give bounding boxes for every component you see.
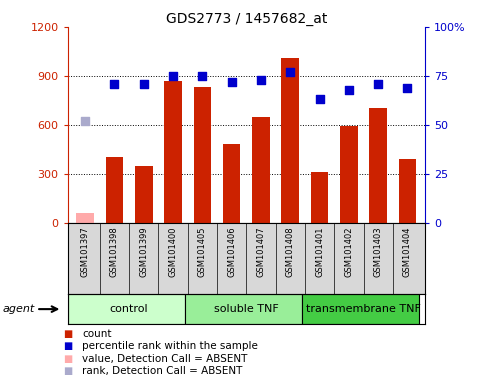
Bar xyxy=(311,172,328,223)
Point xyxy=(228,79,236,85)
Bar xyxy=(76,213,94,223)
Bar xyxy=(185,294,302,324)
Text: GSM101401: GSM101401 xyxy=(315,226,324,277)
Bar xyxy=(282,58,299,223)
Text: control: control xyxy=(110,304,148,314)
Text: GSM101405: GSM101405 xyxy=(198,226,207,277)
Text: GSM101398: GSM101398 xyxy=(110,226,119,277)
Text: percentile rank within the sample: percentile rank within the sample xyxy=(82,341,258,351)
Bar xyxy=(302,294,419,324)
Bar xyxy=(340,126,357,223)
Text: ■: ■ xyxy=(63,341,72,351)
Text: GSM101397: GSM101397 xyxy=(81,226,90,277)
Title: GDS2773 / 1457682_at: GDS2773 / 1457682_at xyxy=(166,12,327,26)
Text: GSM101408: GSM101408 xyxy=(286,226,295,277)
Text: soluble TNF: soluble TNF xyxy=(214,304,279,314)
Text: GSM101402: GSM101402 xyxy=(344,226,354,277)
Bar xyxy=(223,144,241,223)
Bar xyxy=(398,159,416,223)
Bar xyxy=(135,166,153,223)
Point xyxy=(404,84,412,91)
Text: GSM101399: GSM101399 xyxy=(139,226,148,277)
Bar xyxy=(194,87,211,223)
Text: ■: ■ xyxy=(63,366,72,376)
Bar xyxy=(252,117,270,223)
Point xyxy=(169,73,177,79)
Point xyxy=(257,77,265,83)
Text: GSM101407: GSM101407 xyxy=(256,226,266,277)
Bar xyxy=(164,81,182,223)
Text: GSM101404: GSM101404 xyxy=(403,226,412,277)
Text: rank, Detection Call = ABSENT: rank, Detection Call = ABSENT xyxy=(82,366,242,376)
Point xyxy=(111,81,118,87)
Point xyxy=(374,81,382,87)
Text: ■: ■ xyxy=(63,354,72,364)
Bar xyxy=(369,109,387,223)
Point xyxy=(199,73,206,79)
Text: GSM101403: GSM101403 xyxy=(374,226,383,277)
Text: GSM101400: GSM101400 xyxy=(169,226,178,277)
Text: agent: agent xyxy=(2,304,35,314)
Point xyxy=(316,96,324,103)
Point xyxy=(81,118,89,124)
Text: GSM101406: GSM101406 xyxy=(227,226,236,277)
Text: transmembrane TNF: transmembrane TNF xyxy=(306,304,421,314)
Text: value, Detection Call = ABSENT: value, Detection Call = ABSENT xyxy=(82,354,247,364)
Point xyxy=(286,69,294,75)
Bar xyxy=(68,294,185,324)
Bar xyxy=(106,157,123,223)
Text: count: count xyxy=(82,329,112,339)
Text: ■: ■ xyxy=(63,329,72,339)
Point xyxy=(345,86,353,93)
Point xyxy=(140,81,148,87)
